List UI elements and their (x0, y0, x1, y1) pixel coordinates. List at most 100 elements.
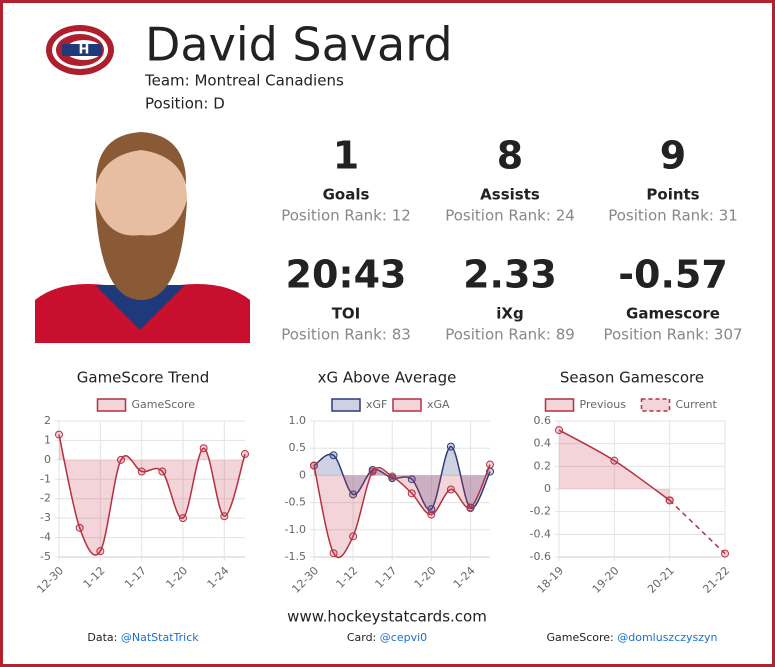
y-tick-label: -2 (40, 492, 51, 505)
stat-rank: Position Rank: 12 (281, 207, 411, 225)
y-tick-label: 0 (299, 468, 306, 481)
y-tick-label: -0.4 (530, 527, 551, 540)
legend-label: Previous (580, 398, 627, 411)
data-point (199, 444, 208, 453)
legend-swatch (331, 398, 361, 412)
team-logo: H (46, 25, 114, 75)
y-tick-label: 0.2 (534, 459, 552, 472)
data-point (665, 496, 674, 505)
area-fill (559, 430, 670, 501)
data-point (446, 485, 455, 494)
stat-label: Gamescore (626, 305, 720, 323)
series-line (313, 464, 491, 559)
data-point (446, 442, 455, 451)
y-tick-label: -1.5 (285, 550, 306, 563)
stat-value: 1 (333, 134, 359, 178)
legend-swatch (544, 398, 575, 412)
legend-label: GameScore (132, 398, 196, 411)
y-tick-label: 0 (544, 482, 551, 495)
data-point (610, 456, 619, 465)
y-tick-label: -5 (40, 550, 51, 563)
data-point (158, 467, 167, 476)
y-tick-label: -1.0 (285, 523, 306, 536)
credit: Data: @NatStatTrick (87, 631, 199, 644)
stat-rank: Position Rank: 83 (281, 326, 411, 344)
data-point (75, 523, 84, 532)
chart-title: GameScore Trend (77, 369, 210, 387)
legend-swatch (640, 398, 671, 412)
data-point (310, 461, 318, 470)
data-point (388, 472, 397, 481)
website: www.hockeystatcards.com (287, 608, 487, 626)
player-name: David Savard (145, 18, 453, 72)
stat-rank: Position Rank: 89 (445, 326, 575, 344)
data-point (329, 549, 338, 558)
data-point (368, 467, 377, 476)
data-point (329, 451, 338, 460)
y-tick-label: 2 (44, 414, 51, 427)
y-tick-label: -0.2 (530, 505, 551, 518)
chart-title: Season Gamescore (560, 369, 704, 387)
credit-handle[interactable]: @domluszczyszyn (617, 631, 717, 644)
data-point (407, 475, 416, 484)
y-tick-label: -1 (40, 472, 51, 485)
svg-text:H: H (79, 43, 90, 58)
data-point (427, 505, 436, 514)
y-tick-label: 1 (44, 433, 51, 446)
legend-swatch (392, 398, 422, 412)
data-point (96, 547, 105, 556)
y-tick-label: 0.6 (534, 414, 552, 427)
credit-label: Card: (347, 631, 376, 644)
legend-label: xGF (366, 398, 387, 411)
data-point (349, 532, 358, 541)
data-point (55, 430, 63, 439)
data-point (137, 467, 146, 476)
stat-value: -0.57 (618, 253, 728, 297)
data-point (349, 490, 358, 499)
y-tick-label: 1.0 (289, 414, 307, 427)
data-point (220, 512, 229, 521)
y-tick-label: -4 (40, 531, 51, 544)
series-line (558, 429, 671, 501)
y-tick-label: 0.4 (534, 437, 552, 450)
credit: Card: @cepvi0 (347, 631, 427, 644)
stat-value: 9 (660, 134, 686, 178)
data-point (407, 489, 416, 498)
y-tick-label: 0 (44, 453, 51, 466)
data-point (486, 460, 494, 469)
credit-label: Data: (87, 631, 117, 644)
credit-label: GameScore: (546, 631, 613, 644)
data-point (466, 503, 475, 512)
stat-rank: Position Rank: 31 (608, 207, 738, 225)
data-point (721, 549, 729, 558)
stat-value: 20:43 (286, 253, 407, 297)
area-fill (314, 446, 490, 510)
stat-label: Assists (480, 186, 540, 204)
series-line (58, 434, 246, 556)
data-point (117, 455, 125, 464)
area-fill (314, 464, 490, 558)
area-fill (59, 434, 245, 556)
credit-handle[interactable]: @cepvi0 (380, 631, 427, 644)
stat-label: TOI (332, 305, 361, 323)
data-point (179, 514, 187, 523)
legend-swatch (96, 398, 127, 412)
series-line (669, 499, 726, 555)
stat-value: 8 (497, 134, 523, 178)
credit: GameScore: @domluszczyszyn (546, 631, 717, 644)
data-point (241, 450, 249, 459)
legend-label: Current (676, 398, 718, 411)
stat-label: Goals (323, 186, 370, 204)
data-point (427, 510, 436, 519)
position: Position: D (145, 95, 225, 113)
stat-label: Points (646, 186, 699, 204)
y-tick-label: -0.6 (530, 550, 551, 563)
stat-value: 2.33 (463, 253, 557, 297)
y-tick-label: 0.5 (289, 441, 307, 454)
y-tick-label: -3 (40, 511, 51, 524)
credit-handle[interactable]: @NatStatTrick (121, 631, 199, 644)
player-photo (35, 132, 250, 343)
y-tick-label: -0.5 (285, 496, 306, 509)
data-point (555, 426, 563, 435)
